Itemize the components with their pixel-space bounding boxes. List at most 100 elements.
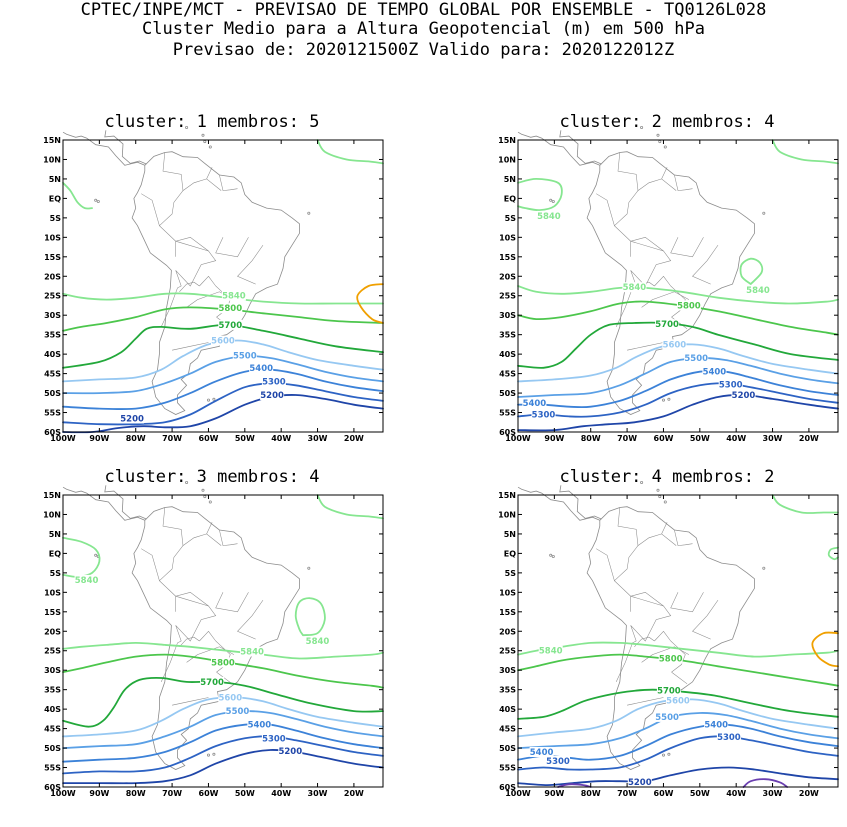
contour-5840 [517,285,839,305]
contour-low [742,778,788,788]
island [307,211,311,215]
country-border [627,697,664,706]
contour-label-5840: 5840 [539,647,563,657]
lat-label: 15N [43,136,61,145]
map-panel-cluster-2: cluster: 2 membros: 4 5840 5800 5700 5600 55… [498,112,839,472]
contour-label-5800: 5800 [677,302,701,312]
country-border [215,237,249,258]
contour-5840 [517,177,563,212]
contour-5840 [827,546,839,561]
contour-5200 [517,394,839,432]
contour-label-bg [627,776,652,787]
lat-label: 30S [499,666,516,675]
contour-5300 [62,382,384,426]
lat-label: 45S [44,370,61,379]
lat-label: 15N [498,491,516,500]
lon-label: 50W [690,789,710,798]
contour-label-5400: 5400 [530,748,554,758]
country-border [654,275,686,318]
south-america-coastline [586,506,755,770]
island [667,752,671,756]
lat-label: 20S [499,627,516,636]
lon-label: 30W [763,789,783,798]
central-america-coastline [559,130,602,165]
lat-label: EQ [49,194,61,203]
lat-label: 15N [498,136,516,145]
country-border [654,630,686,673]
lon-label: 90W [544,434,564,443]
south-america-coastline [131,151,300,415]
contour-label-bg [200,676,225,687]
island [212,397,216,401]
lat-label: 5N [49,530,61,539]
contour-label-5400: 5400 [249,364,273,374]
country-border [160,625,182,683]
south-america-coastline [131,506,300,770]
header-line-2: Cluster Medio para a Altura Geopotencial… [142,19,705,39]
country-border [158,533,222,607]
lon-label: 60W [654,789,674,798]
lon-label: 60W [199,789,219,798]
lat-label: 40S [499,705,516,714]
country-border [596,193,615,226]
lat-label: 50S [44,389,61,398]
country-border [692,599,719,640]
country-border [617,152,639,191]
contour-5200 [517,766,839,787]
lat-label: 5S [505,214,517,223]
island [661,398,665,402]
map-plot: 5840580057005600550054005300520054005300… [498,480,839,798]
lat-label: 15N [43,491,61,500]
island [201,133,205,137]
contours [517,494,839,788]
island [762,566,766,570]
country-border [671,316,688,330]
country-border [179,636,200,647]
country-border [641,291,690,308]
island [658,140,662,144]
lat-label: 55S [44,409,61,418]
contour-label-bg [120,413,145,424]
lon-label: 80W [581,789,601,798]
contour-5840 [739,257,764,285]
contour-warm [811,631,839,668]
contour-label-bg [74,574,99,585]
country-border [141,193,160,226]
contour-5300 [62,735,384,775]
contours [517,139,839,432]
contour-label-5700: 5700 [200,678,224,688]
country-border [674,529,693,546]
lat-label: 10N [498,511,516,520]
lon-label: 90W [89,434,109,443]
contour-label-bg [218,319,243,330]
island [658,495,662,499]
lat-label: 35S [44,686,61,695]
contour-label-5800: 5800 [659,655,683,665]
island [212,752,216,756]
lat-label: 50S [499,744,516,753]
contour-label-bg [718,379,743,390]
contour-label-bg [716,732,741,743]
country-border [237,244,264,285]
contour-label-bg [536,210,561,221]
contour-5200 [62,749,384,785]
lat-label: 45S [499,370,516,379]
lat-label: 60S [499,428,516,437]
contour-label-5400: 5400 [523,399,547,409]
contour-label-5300: 5300 [262,734,286,744]
contour-5300 [517,382,839,418]
island [663,500,667,504]
map-frame [517,494,839,788]
island [307,566,311,570]
lat-label: 5N [504,175,516,184]
lat-label: 55S [499,764,516,773]
lon-label: 100W [50,789,76,798]
south-america-coastline [586,151,755,415]
lat-label: 20S [44,272,61,281]
contour-5840 [62,536,101,578]
country-border [627,342,664,351]
contour-label-bg [260,390,285,400]
contour-label-5300: 5300 [546,757,570,767]
contour-label-bg [278,746,303,757]
contour-5400 [62,723,384,763]
